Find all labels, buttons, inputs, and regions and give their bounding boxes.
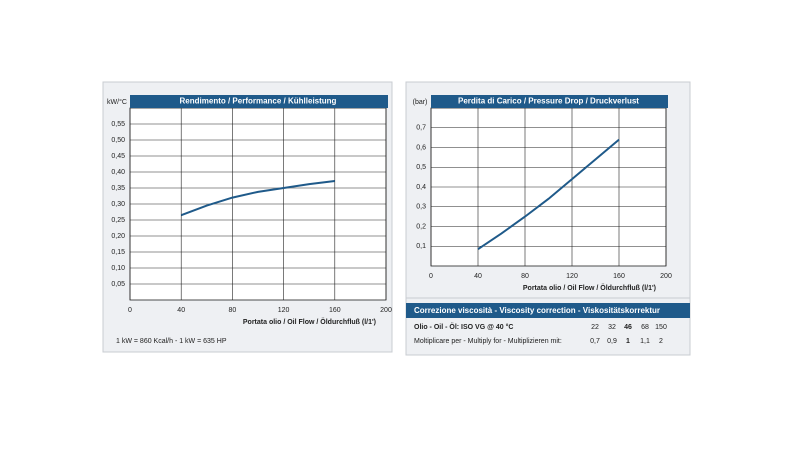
- x-tick-label: 160: [329, 307, 341, 314]
- y-tick-label: 0,50: [111, 137, 125, 144]
- title-bar: [431, 95, 668, 108]
- x-tick-label: 120: [566, 273, 578, 280]
- x-tick-label: 200: [660, 273, 672, 280]
- y-tick-label: 0,05: [111, 281, 125, 288]
- x-tick-label: 40: [474, 273, 482, 280]
- table-cell: 2: [659, 338, 663, 345]
- x-tick-label: 160: [613, 273, 625, 280]
- x-tick-label: 80: [229, 307, 237, 314]
- row-label: Moltiplicare per - Multiply for - Multip…: [414, 338, 562, 345]
- chart-title: Rendimento / Performance / Kühlleistung: [180, 97, 337, 106]
- table-cell: 150: [655, 324, 667, 331]
- y-tick-label: 0,1: [416, 243, 426, 250]
- y-tick-label: 0,20: [111, 233, 125, 240]
- y-tick-label: 0,45: [111, 153, 125, 160]
- y-tick-label: 0,7: [416, 125, 426, 132]
- table-cell: 0,7: [590, 338, 600, 345]
- table-cell: 1,1: [640, 338, 650, 345]
- table-header: [406, 303, 690, 318]
- y-axis-label: (bar): [413, 99, 428, 106]
- y-tick-label: 0,15: [111, 249, 125, 256]
- x-tick-label: 0: [128, 307, 132, 314]
- table-cell: 1: [626, 338, 630, 345]
- x-tick-label: 80: [521, 273, 529, 280]
- y-tick-label: 0,6: [416, 144, 426, 151]
- y-tick-label: 0,25: [111, 217, 125, 224]
- table-cell: 46: [624, 324, 632, 331]
- footnote: 1 kW = 860 Kcal/h - 1 kW = 635 HP: [116, 338, 227, 345]
- line: [477, 138, 620, 251]
- title-bar: [130, 95, 388, 108]
- y-tick-label: 0,30: [111, 201, 125, 208]
- table-cell: 32: [608, 324, 616, 331]
- x-tick-label: 200: [380, 307, 392, 314]
- x-tick-label: 120: [278, 307, 290, 314]
- table-title: Correzione viscosità - Viscosity correct…: [414, 306, 660, 315]
- y-tick-label: 0,35: [111, 185, 125, 192]
- line: [180, 179, 335, 217]
- x-axis-label: Portata olio / Oil Flow / Öldurchfluß (l…: [523, 283, 656, 292]
- y-tick-label: 0,4: [416, 184, 426, 191]
- x-axis-label: Portata olio / Oil Flow / Öldurchfluß (l…: [243, 317, 376, 326]
- table-cell: 0,9: [607, 338, 617, 345]
- y-tick-label: 0,10: [111, 265, 125, 272]
- table-cell: 22: [591, 324, 599, 331]
- y-tick-label: 0,40: [111, 169, 125, 176]
- x-tick-label: 40: [177, 307, 185, 314]
- y-axis-label: kW/°C: [107, 98, 127, 106]
- y-tick-label: 0,5: [416, 164, 426, 171]
- row-label: Olio - Oil - Öl: ISO VG @ 40 °C: [414, 322, 513, 331]
- y-tick-label: 0,3: [416, 204, 426, 211]
- y-tick-label: 0,55: [111, 121, 125, 128]
- y-tick-label: 0,2: [416, 223, 426, 230]
- table-cell: 68: [641, 324, 649, 331]
- chart-title: Perdita di Carico / Pressure Drop / Druc…: [458, 97, 639, 106]
- x-tick-label: 0: [429, 273, 433, 280]
